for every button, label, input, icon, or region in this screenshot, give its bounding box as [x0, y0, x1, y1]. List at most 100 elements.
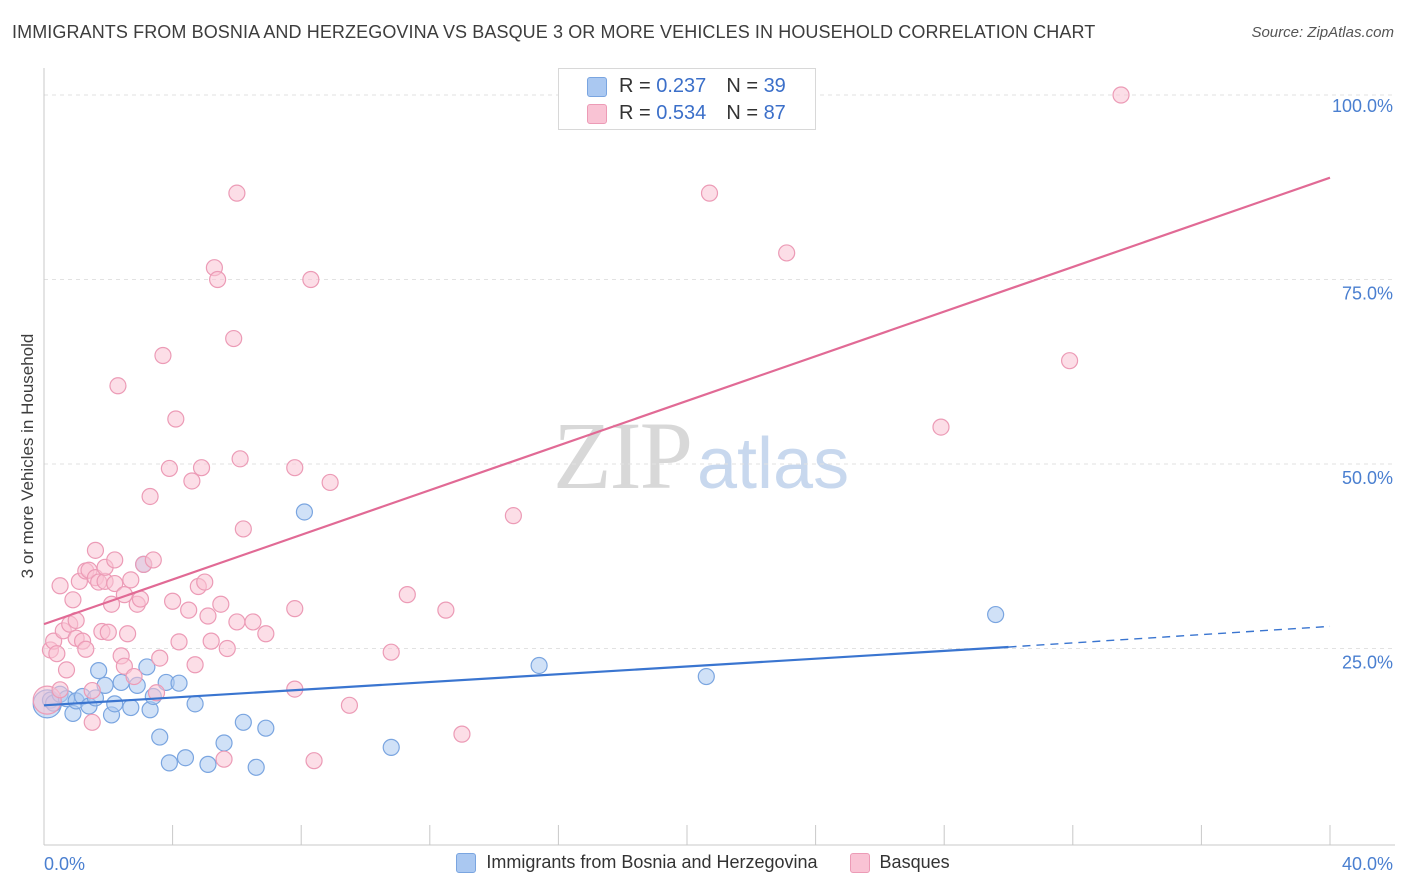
point-bosnia: [234, 713, 252, 731]
point-bosnia: [257, 719, 275, 737]
point-basques: [228, 613, 246, 631]
legend-r-label: R =: [619, 75, 651, 97]
point-basques: [218, 639, 236, 658]
legend-r-value-basques: 0.534: [656, 102, 707, 124]
point-basques: [144, 551, 162, 569]
point-basques: [77, 640, 95, 658]
point-basques: [1112, 86, 1130, 104]
point-basques: [118, 625, 137, 643]
point-basques: [125, 667, 143, 686]
point-basques: [340, 696, 359, 714]
point-basques: [215, 750, 233, 768]
trendline-basques: [43, 176, 1331, 626]
legend-n-value-bosnia: 39: [763, 75, 786, 97]
legend-swatch-blue: [456, 852, 477, 873]
y-tick-label: 25.0%: [1342, 653, 1393, 673]
legend-swatch-pink: [587, 103, 607, 124]
point-basques: [192, 459, 211, 477]
x-tick-label-min: 0.0%: [44, 854, 85, 874]
point-basques: [51, 681, 69, 699]
point-basques: [244, 613, 262, 631]
y-tick-label: 50.0%: [1342, 468, 1393, 488]
point-basques: [453, 725, 471, 743]
point-basques: [48, 645, 66, 663]
trendline-bosnia: [43, 645, 1009, 707]
point-basques: [180, 601, 198, 619]
legend-r-value-bosnia: 0.237: [656, 75, 707, 97]
legend-n-label: N =: [726, 102, 758, 124]
point-basques: [225, 329, 243, 348]
x-tick-label-max: 40.0%: [1342, 854, 1393, 874]
point-basques: [196, 573, 214, 591]
point-basques: [83, 681, 101, 700]
point-basques: [932, 418, 950, 436]
legend-label-basques: Basques: [879, 852, 950, 872]
point-bosnia: [122, 698, 140, 717]
point-bosnia: [170, 674, 188, 692]
legend-n-label: N =: [726, 75, 758, 97]
y-axis-label: 3 or more Vehicles in Household: [18, 333, 37, 579]
point-bosnia: [160, 754, 178, 772]
legend-swatch-blue: [587, 76, 607, 97]
y-tick-label: 75.0%: [1342, 284, 1393, 304]
point-bosnia: [138, 658, 156, 676]
legend-item-bosnia[interactable]: Immigrants from Bosnia and Herzegovina: [456, 852, 818, 873]
point-basques: [234, 520, 252, 538]
legend-row-basques: R = 0.534 N = 87: [587, 102, 786, 125]
point-basques: [183, 472, 201, 490]
point-bosnia: [247, 758, 265, 776]
point-bosnia: [987, 605, 1005, 624]
point-basques: [57, 661, 76, 679]
legend-n-value-basques: 87: [763, 102, 786, 124]
legend-label-bosnia: Immigrants from Bosnia and Herzegovina: [486, 852, 818, 872]
point-basques: [212, 595, 230, 613]
legend-r-label: R =: [619, 102, 651, 124]
point-basques: [209, 270, 227, 289]
point-basques: [1060, 352, 1079, 370]
point-basques: [154, 346, 172, 365]
point-basques: [382, 643, 400, 661]
point-basques: [160, 459, 178, 478]
chart-title: IMMIGRANTS FROM BOSNIA AND HERZEGOVINA V…: [12, 22, 1096, 42]
legend-swatch-pink: [849, 852, 870, 873]
point-basques: [167, 410, 185, 428]
point-bosnia: [186, 695, 204, 713]
trendline-bosnia-extension: [1008, 625, 1331, 648]
point-basques: [231, 450, 249, 468]
point-basques: [286, 459, 304, 477]
point-basques: [286, 600, 304, 618]
point-basques: [305, 752, 323, 770]
point-basques: [109, 377, 127, 395]
point-bosnia: [199, 755, 217, 773]
point-basques: [398, 586, 416, 604]
point-basques: [437, 601, 455, 619]
point-basques: [700, 184, 719, 202]
point-bosnia: [382, 738, 400, 756]
point-basques: [99, 623, 117, 641]
point-basques: [86, 541, 105, 559]
point-basques: [64, 591, 82, 609]
legend-row-bosnia: R = 0.237 N = 39: [587, 75, 786, 98]
point-basques: [106, 574, 124, 593]
point-basques: [778, 244, 796, 262]
point-bosnia: [295, 503, 314, 521]
point-basques: [186, 656, 204, 674]
point-basques: [106, 551, 124, 569]
point-basques: [199, 607, 217, 625]
point-bosnia: [90, 662, 108, 680]
point-basques: [164, 592, 182, 610]
point-bosnia: [697, 667, 715, 686]
legend-item-basques[interactable]: Basques: [849, 852, 950, 873]
point-bosnia: [215, 734, 233, 752]
y-tick-label: 100.0%: [1332, 96, 1393, 116]
point-basques: [228, 184, 246, 202]
point-basques: [51, 577, 69, 595]
point-basques: [122, 571, 140, 589]
point-basques: [257, 625, 275, 643]
series-legend: Immigrants from Bosnia and Herzegovina B…: [0, 852, 1406, 873]
source-label: Source: ZipAtlas.com: [1251, 24, 1394, 41]
point-bosnia: [151, 728, 169, 746]
correlation-legend: R = 0.237 N = 39 R = 0.534 N = 87: [558, 68, 816, 130]
point-basques: [147, 684, 166, 702]
